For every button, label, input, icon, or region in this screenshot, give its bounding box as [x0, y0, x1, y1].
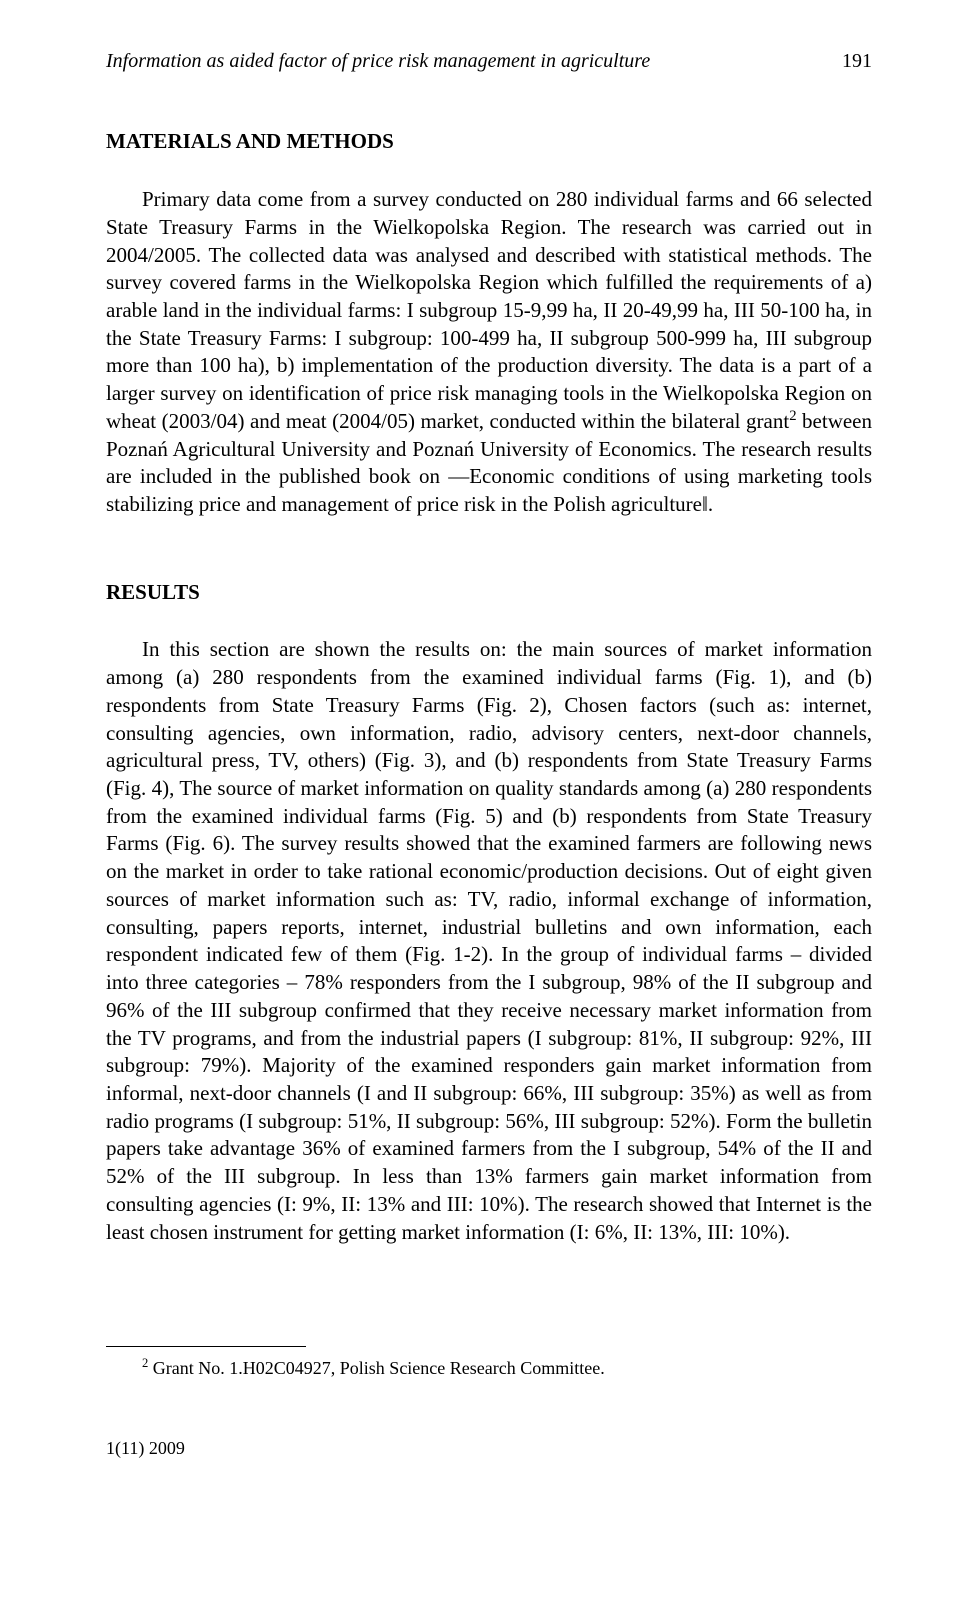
results-heading: RESULTS	[106, 579, 872, 607]
results-paragraph: In this section are shown the results on…	[106, 636, 872, 1246]
footnote-rule	[106, 1346, 306, 1347]
running-title: Information as aided factor of price ris…	[106, 48, 650, 74]
materials-text-before: Primary data come from a survey conducte…	[106, 187, 872, 433]
page-number: 191	[842, 48, 872, 74]
footnote-marker-inline: 2	[789, 408, 796, 424]
running-header: Information as aided factor of price ris…	[106, 48, 872, 74]
materials-paragraph: Primary data come from a survey conducte…	[106, 186, 872, 519]
footer-issue: 1(11) 2009	[106, 1437, 872, 1461]
materials-heading: MATERIALS AND METHODS	[106, 128, 872, 156]
footnote: 2 Grant No. 1.H02C04927, Polish Science …	[106, 1357, 872, 1381]
footnote-text: Grant No. 1.H02C04927, Polish Science Re…	[148, 1358, 604, 1378]
